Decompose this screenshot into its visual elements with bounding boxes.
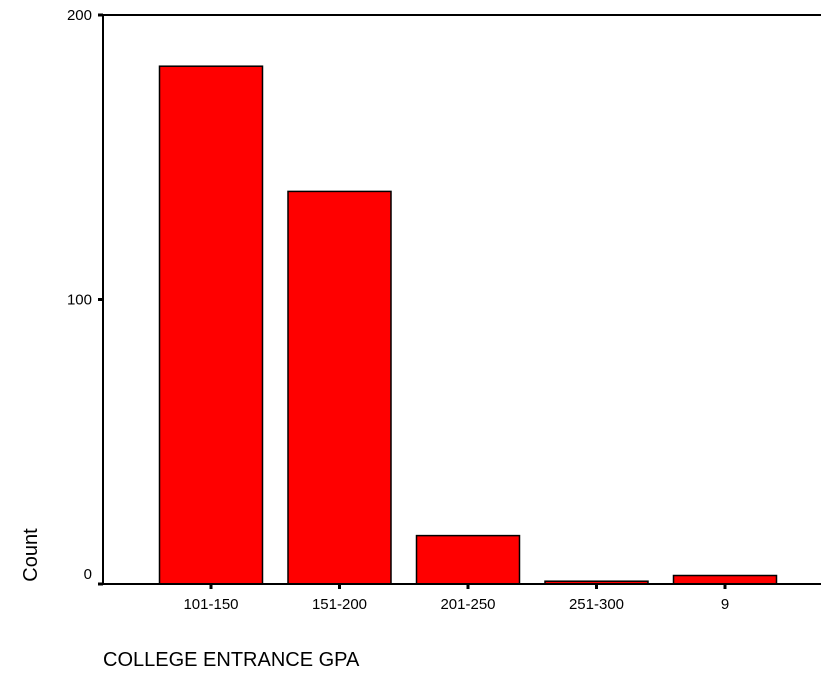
- x-tick-label: 201-250: [440, 596, 495, 613]
- bar-201-250: [415, 534, 521, 585]
- bar-151-200: [287, 190, 392, 585]
- x-tick-label: 251-300: [569, 596, 624, 613]
- y-axis-title: Count: [20, 528, 42, 582]
- y-tick-label: 100: [67, 292, 92, 309]
- bar-9: [672, 574, 778, 585]
- x-tick-label: 9: [721, 596, 729, 613]
- x-tick-label: 151-200: [312, 596, 367, 613]
- y-tick-label: 200: [67, 7, 92, 24]
- y-ticks-group: 0 100 200: [67, 7, 103, 586]
- x-ticks-group: 101-150 151-200 201-250 251-300 9: [183, 584, 729, 613]
- bar-101-150: [158, 65, 264, 585]
- y-tick-label: 0: [84, 566, 92, 583]
- x-tick-label: 101-150: [183, 596, 238, 613]
- bars-group: [158, 65, 778, 585]
- x-axis-title: COLLEGE ENTRANCE GPA: [103, 649, 360, 671]
